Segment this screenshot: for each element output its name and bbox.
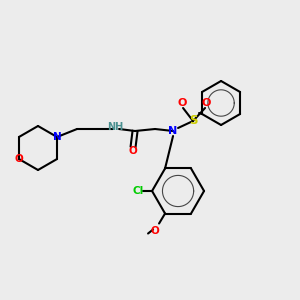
Text: Cl: Cl (132, 186, 144, 196)
Text: NH: NH (107, 122, 123, 132)
Text: O: O (151, 226, 159, 236)
Text: O: O (15, 154, 23, 164)
Text: O: O (201, 98, 211, 108)
Text: O: O (129, 146, 137, 156)
Text: N: N (53, 132, 62, 142)
Text: N: N (168, 126, 178, 136)
Text: O: O (177, 98, 187, 108)
Text: S: S (189, 115, 197, 128)
